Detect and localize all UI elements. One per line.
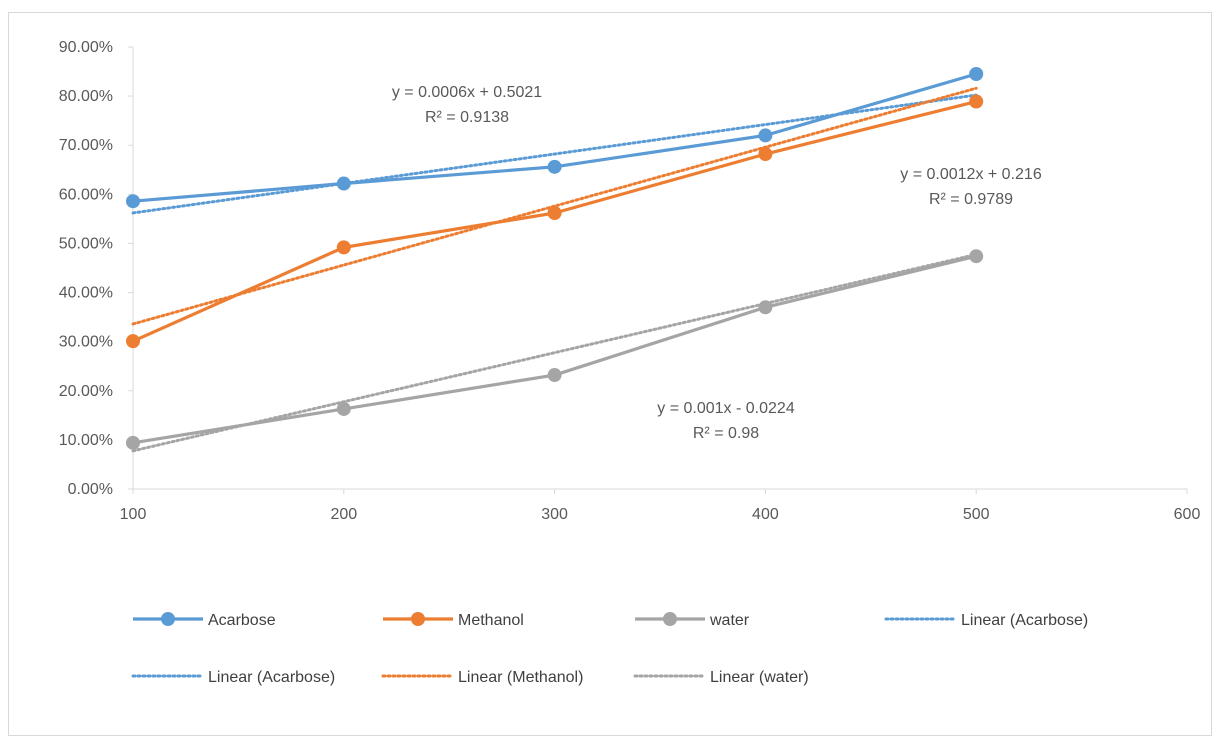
data-point-water <box>126 435 140 450</box>
legend: Acarbose Methanol water Linear (Acarbose) Li… <box>131 612 1088 686</box>
x-tick-label: 100 <box>120 506 147 523</box>
x-tick-label: 400 <box>752 506 779 523</box>
series-line-acarbose <box>132 72 977 203</box>
annotation-methanol-r2: R² = 0.9789 <box>929 191 1013 208</box>
trendline-linear-water <box>131 252 978 453</box>
annotation-water-r2: R² = 0.98 <box>693 425 759 442</box>
data-point-acarbose <box>969 67 984 82</box>
annotation-methanol-equation: y = 0.0012x + 0.216 <box>900 166 1042 183</box>
y-tick-label: 30.00% <box>59 334 113 351</box>
legend-marker-methanol <box>411 612 425 626</box>
annotation-water-equation: y = 0.001x - 0.0224 <box>657 400 795 417</box>
chart-frame <box>8 12 1212 736</box>
x-tick-label: 600 <box>1174 506 1201 523</box>
axes: 0.00% 10.00% 20.00% 30.00% 40.00% 50.00% 60.00… <box>59 39 1201 523</box>
y-tick-label: 60.00% <box>59 186 113 203</box>
y-tick-label: 80.00% <box>59 88 113 105</box>
data-point-water <box>547 368 562 383</box>
legend-label-linear-methanol: Linear (Methanol) <box>458 669 583 686</box>
y-tick-label: 10.00% <box>59 432 113 449</box>
data-point-acarbose <box>758 128 773 143</box>
equation-annotations: y = 0.0006x + 0.5021 R² = 0.9138 y = 0.0… <box>392 84 1042 442</box>
y-tick-label: 0.00% <box>68 481 113 498</box>
data-point-water <box>336 401 351 416</box>
legend-label-linear-acarbose: Linear (Acarbose) <box>961 612 1088 629</box>
data-point-methanol <box>336 240 351 255</box>
x-tick-label: 200 <box>330 506 357 523</box>
annotation-acarbose-r2: R² = 0.9138 <box>425 109 509 126</box>
legend-label-water: water <box>709 612 750 629</box>
y-tick-label: 70.00% <box>59 137 113 154</box>
y-tick-label: 90.00% <box>59 39 113 56</box>
legend-label-acarbose: Acarbose <box>208 612 276 629</box>
data-point-methanol <box>126 334 140 349</box>
data-point-methanol <box>969 94 984 109</box>
data-point-acarbose <box>126 194 140 209</box>
data-point-methanol <box>547 205 562 220</box>
legend-label-linear-water: Linear (water) <box>710 669 809 686</box>
trendlines <box>131 86 978 453</box>
y-tick-label: 50.00% <box>59 235 113 252</box>
legend-marker-acarbose <box>161 612 175 626</box>
data-point-water <box>969 249 984 264</box>
annotation-acarbose-equation: y = 0.0006x + 0.5021 <box>392 84 542 101</box>
y-tick-label: 20.00% <box>59 383 113 400</box>
data-point-acarbose <box>336 176 351 191</box>
data-point-water <box>758 300 773 315</box>
x-tick-label: 500 <box>963 506 990 523</box>
series-line-methanol <box>132 99 977 343</box>
legend-label-methanol: Methanol <box>458 612 524 629</box>
data-point-methanol <box>758 147 773 162</box>
legend-marker-water <box>663 612 677 626</box>
y-tick-label: 40.00% <box>59 285 113 302</box>
data-series <box>126 67 984 450</box>
x-tick-label: 300 <box>541 506 568 523</box>
trendline-linear-acarbose <box>131 93 978 215</box>
legend-label-linear-acarbose: Linear (Acarbose) <box>208 669 335 686</box>
data-point-acarbose <box>547 159 562 174</box>
